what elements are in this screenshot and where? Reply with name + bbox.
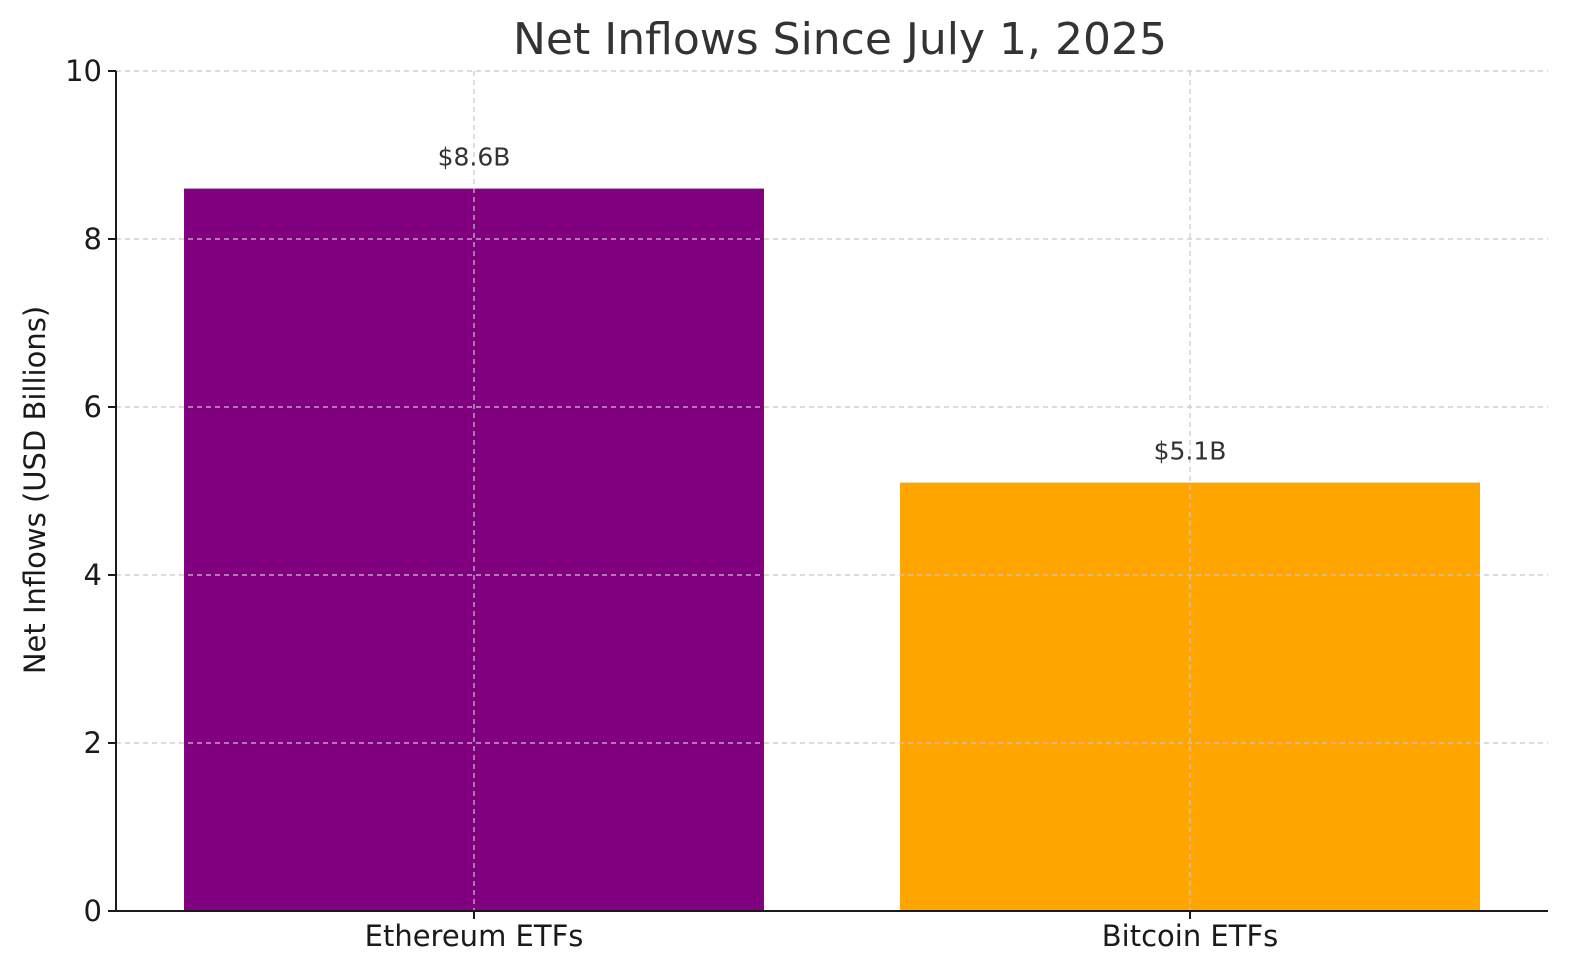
bar-layer <box>184 188 1480 912</box>
chart-title: Net Inflows Since July 1, 2025 <box>513 14 1167 65</box>
x-tick-label: Ethereum ETFs <box>365 919 584 953</box>
y-tick-label: 8 <box>84 222 102 256</box>
x-tick-label: Bitcoin ETFs <box>1102 919 1279 953</box>
y-tick-label: 2 <box>84 726 102 760</box>
y-axis-label: Net Inflows (USD Billions) <box>18 306 52 674</box>
text-layer: 0 2 4 6 8 10 Ethereum ETFs Bitcoin ETFs $8.6B $5.… <box>65 54 1278 953</box>
bar-value-label: $8.6B <box>438 143 511 172</box>
y-tick-label: 4 <box>84 558 102 592</box>
bar-value-label: $5.1B <box>1154 437 1227 466</box>
y-tick-label: 10 <box>65 54 102 88</box>
axis-layer <box>108 70 1548 919</box>
y-tick-label: 6 <box>84 390 102 424</box>
y-tick-label: 0 <box>84 894 102 928</box>
